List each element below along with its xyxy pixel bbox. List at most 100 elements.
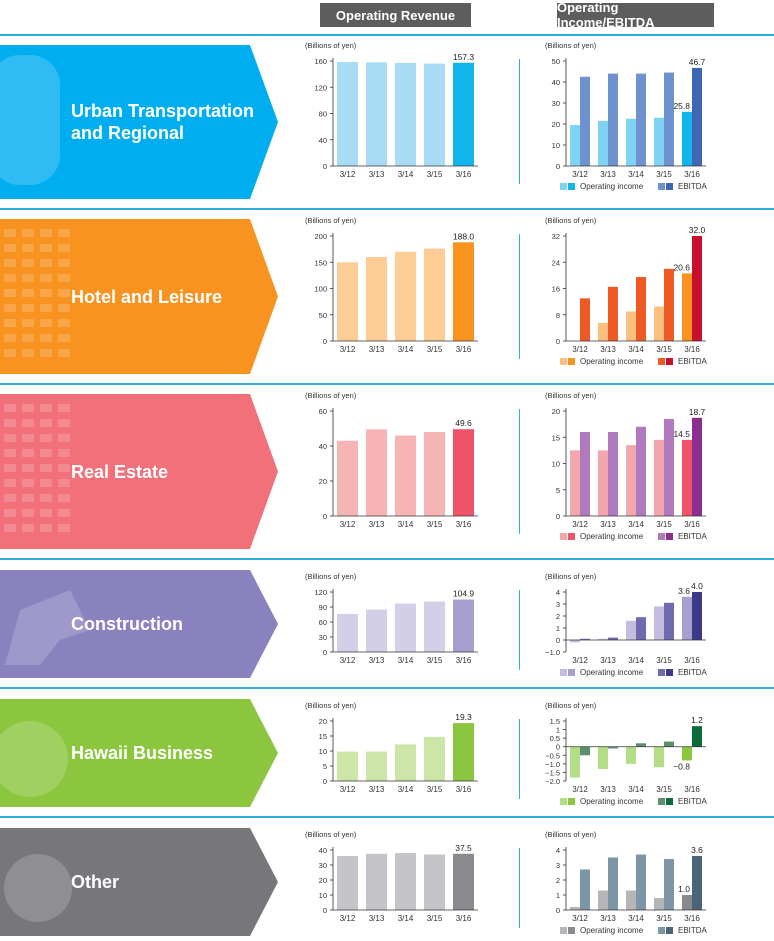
legend-ebitda-swatch-dark — [666, 533, 673, 540]
revenue-x-tick: 3/13 — [369, 345, 385, 354]
construction-illustration-icon — [5, 590, 90, 665]
segment-label-line: Real Estate — [71, 461, 169, 482]
operating-income-bar — [654, 439, 664, 516]
segment-label-line: Construction — [71, 614, 183, 634]
legend-operating-income: Operating income — [580, 797, 644, 806]
revenue-bar — [337, 440, 358, 516]
income-unit-label: (Billions of yen) — [545, 701, 597, 710]
income-x-tick: 3/12 — [572, 345, 588, 354]
ebitda-bar — [580, 869, 590, 910]
income-unit-label: (Billions of yen) — [545, 572, 597, 581]
revenue-data-label: 157.3 — [453, 52, 475, 62]
income-x-tick: 3/12 — [572, 914, 588, 923]
revenue-y-tick: 20 — [319, 717, 327, 726]
revenue-x-tick: 3/15 — [427, 785, 443, 794]
income-x-tick: 3/12 — [572, 785, 588, 794]
operating-income-data-label: 14.5 — [673, 429, 690, 439]
revenue-bar — [453, 242, 474, 341]
ebitda-bar — [580, 76, 590, 166]
income-y-tick: 8 — [556, 311, 560, 320]
ebitda-bar — [608, 73, 618, 166]
operating-income-bar — [626, 445, 636, 516]
revenue-y-tick: 0 — [323, 906, 327, 915]
operating-income-bar — [598, 890, 608, 910]
ebitda-bar — [580, 432, 590, 516]
income-y-tick: 24 — [552, 258, 560, 267]
income-y-tick: 0 — [556, 636, 560, 645]
operating-income-bar — [570, 907, 580, 910]
operating-income-bar — [654, 746, 664, 768]
operating-income-bar — [598, 638, 608, 640]
operating-income-bar — [654, 606, 664, 640]
legend-ebitda-swatch-light — [658, 183, 665, 190]
legend-income-swatch-light — [560, 798, 567, 805]
revenue-bar — [337, 856, 358, 910]
income-y-tick: −1.5 — [545, 768, 560, 777]
ebitda-bar — [664, 602, 674, 640]
revenue-bar — [337, 614, 358, 652]
revenue-bar — [424, 736, 445, 781]
income-y-tick: 3 — [556, 600, 560, 609]
income-x-tick: 3/14 — [628, 170, 644, 179]
operating-income-bar — [682, 746, 692, 761]
legend-ebitda: EBITDA — [678, 797, 708, 806]
ebitda-bar — [608, 637, 618, 640]
legend-ebitda-swatch-light — [658, 533, 665, 540]
ebitda-bar — [608, 286, 618, 341]
revenue-y-tick: 60 — [319, 407, 327, 416]
revenue-x-tick: 3/16 — [456, 785, 472, 794]
hawaii-arrow-banner: Hawaii Business — [0, 699, 279, 807]
revenue-y-tick: 30 — [319, 633, 327, 642]
revenue-bar — [424, 432, 445, 516]
income-y-tick: 4 — [556, 846, 560, 855]
revenue-data-label: 19.3 — [455, 712, 472, 722]
ebitda-data-label: 32.0 — [689, 225, 706, 235]
revenue-bar — [395, 853, 416, 910]
ebitda-bar — [608, 432, 618, 516]
revenue-x-tick: 3/12 — [340, 170, 356, 179]
income-y-tick: 40 — [552, 78, 560, 87]
income-y-tick: 1 — [556, 624, 560, 633]
operating-income-bar — [626, 890, 636, 910]
ebitda-data-label: 46.7 — [689, 57, 706, 67]
revenue-bar — [337, 262, 358, 341]
urban-transportation-arrow-shape — [0, 45, 278, 199]
operating-income-data-label: −0.8 — [673, 761, 690, 771]
legend-income-swatch-dark — [568, 669, 575, 676]
construction-arrow-banner: Construction — [0, 570, 279, 678]
operating-income-bar — [682, 111, 692, 166]
legend-operating-income: Operating income — [580, 532, 644, 541]
income-y-tick: 50 — [552, 57, 560, 66]
revenue-x-tick: 3/12 — [340, 520, 356, 529]
income-y-tick: 1 — [556, 891, 560, 900]
other-arrow-shape — [0, 828, 278, 936]
revenue-y-tick: 100 — [314, 285, 327, 294]
segment-label-line: Other — [71, 872, 120, 892]
income-y-tick: 15 — [552, 433, 560, 442]
revenue-bar — [366, 429, 387, 516]
revenue-y-tick: 0 — [323, 648, 327, 657]
income-y-tick: 0 — [556, 337, 560, 346]
income-y-tick: 4 — [556, 588, 560, 597]
operating-income-bar — [626, 620, 636, 640]
revenue-bar — [395, 435, 416, 516]
legend-income-swatch-dark — [568, 358, 575, 365]
operating-income-header: Operating Income/EBITDA — [557, 0, 714, 30]
ebitda-bar — [692, 236, 702, 341]
chart-divider — [519, 409, 520, 534]
revenue-unit-label: (Billions of yen) — [305, 572, 357, 581]
revenue-bar — [366, 853, 387, 910]
income-x-tick: 3/15 — [656, 914, 672, 923]
revenue-y-tick: 120 — [314, 588, 327, 597]
hotel-leisure-illustration-icon — [4, 229, 70, 357]
income-y-tick: 2 — [556, 876, 560, 885]
income-x-tick: 3/15 — [656, 170, 672, 179]
income-y-tick: 10 — [552, 460, 560, 469]
urban-transportation-arrow-banner: Urban Transportation and Regional — [0, 45, 279, 199]
income-x-tick: 3/16 — [684, 345, 700, 354]
ebitda-bar — [580, 638, 590, 640]
income-x-tick: 3/13 — [600, 520, 616, 529]
ebitda-bar — [636, 277, 646, 341]
income-y-tick: 2 — [556, 612, 560, 621]
ebitda-bar — [608, 857, 618, 910]
